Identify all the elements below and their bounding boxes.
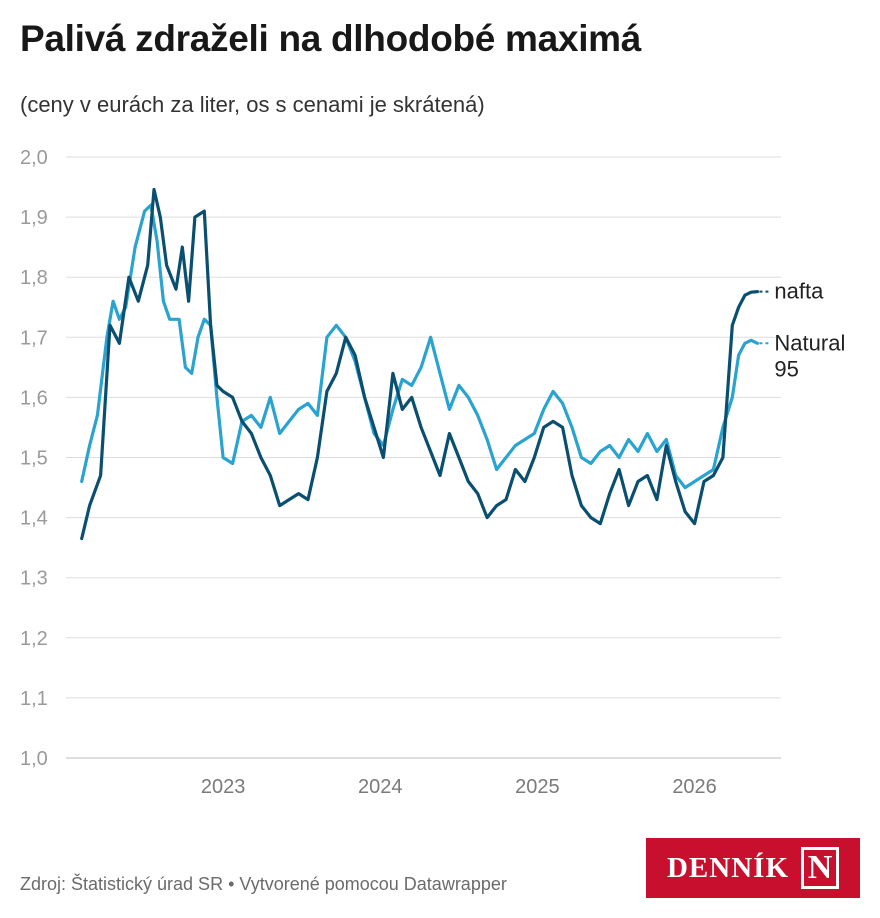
y-tick-label: 1,8 <box>20 267 48 289</box>
y-tick-label: 1,1 <box>20 688 48 710</box>
y-tick-label: 1,6 <box>20 387 48 409</box>
nafta-line <box>80 187 760 541</box>
y-tick-label: 1,9 <box>20 207 48 229</box>
y-tick-label: 1,2 <box>20 628 48 650</box>
logo-n-letter: N <box>807 849 833 886</box>
chart-title: Palivá zdraželi na dlhodobé maximá <box>20 18 642 59</box>
y-tick-label: 1,5 <box>20 448 48 470</box>
series-lines <box>80 187 760 541</box>
y-tick-label: 1,7 <box>20 327 48 349</box>
series-label: 95 <box>774 356 798 381</box>
x-tick-label: 2025 <box>515 776 560 798</box>
x-tick-label: 2024 <box>358 776 403 798</box>
y-tick-label: 1,4 <box>20 508 48 530</box>
y-tick-label: 1,3 <box>20 568 48 590</box>
x-tick-label: 2026 <box>672 776 717 798</box>
y-tick-label: 2,0 <box>20 147 48 169</box>
logo-wordmark: DENNÍK <box>666 851 789 884</box>
x-axis-ticks: 2023 2024 2025 2026 <box>201 776 717 798</box>
logo-n-mark: N <box>801 847 839 889</box>
dennik-n-logo: DENNÍK N <box>646 838 860 898</box>
natural95-line <box>80 203 760 490</box>
source-note: Zdroj: Štatistický úrad SR • Vytvorené p… <box>20 874 507 894</box>
series-label: nafta <box>774 279 824 304</box>
series-label: Natural <box>774 330 845 355</box>
chart-subtitle: (ceny v eurách za liter, os s cenami je … <box>20 92 485 117</box>
y-axis-ticks: 1,0 1,1 1,2 1,3 1,4 1,5 1,6 1,7 1,8 1,9 2,0 <box>20 147 48 770</box>
grid-lines <box>66 156 781 759</box>
x-tick-label: 2023 <box>201 776 246 798</box>
line-chart: 1,01,11,21,31,41,51,61,71,81,92,0 2023 20… <box>20 147 845 798</box>
y-tick-label: 1,0 <box>20 748 48 770</box>
